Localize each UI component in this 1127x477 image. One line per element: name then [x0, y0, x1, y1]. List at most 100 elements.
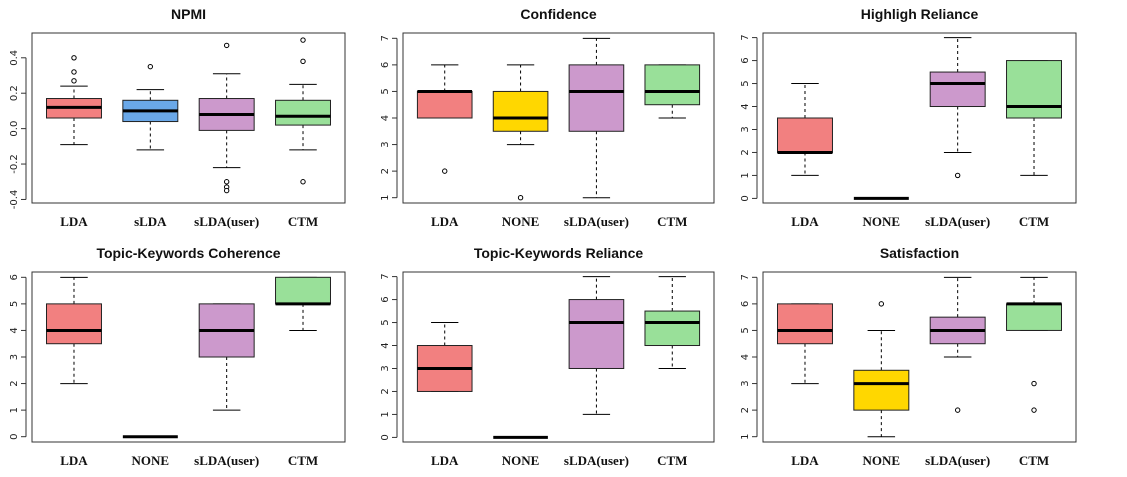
box-body: [644, 310, 701, 347]
outlier-point: [300, 58, 306, 65]
y-tick-label: 4: [740, 354, 751, 360]
box-body: [568, 64, 625, 132]
box-body: [46, 303, 102, 345]
y-tick-label: 4: [380, 342, 391, 348]
category-label: sLDA(user): [194, 453, 259, 468]
box-ctm: [1006, 276, 1062, 413]
box-body: [644, 64, 701, 106]
chart-title: Topic-Keywords Coherence: [96, 245, 280, 261]
plot-frame: [402, 271, 715, 443]
category-label: NONE: [502, 214, 540, 229]
y-tick-label: -0.4: [9, 190, 20, 210]
box-body: [568, 299, 625, 369]
box-none: [853, 301, 910, 438]
y-tick-label: 3: [380, 141, 391, 147]
y-tick-label: 6: [380, 296, 391, 302]
box-sldauser: [198, 42, 255, 194]
y-tick-label: 4: [9, 327, 20, 333]
box-sldauser: [198, 303, 255, 411]
box-body: [275, 99, 331, 126]
category-label: CTM: [657, 453, 687, 468]
y-tick-label: 0: [9, 434, 20, 440]
outlier-point: [223, 179, 230, 185]
chart-panel-1: NPMI -0.4 -0.2 0.0 0.2 0.4 LDA sLDA sLDA(user) CT…: [9, 6, 346, 229]
box-lda: [416, 322, 473, 392]
box-ctm: [275, 37, 331, 185]
box-ctm: [275, 276, 331, 331]
y-tick-label: 4: [740, 103, 751, 109]
category-label: NONE: [502, 453, 540, 468]
chart-panel-5: Topic-Keywords Reliance 0 1 2 3 4 5 6 7 LDA NONE sL…: [380, 245, 715, 468]
outlier-point: [954, 407, 961, 413]
box-body: [777, 117, 833, 153]
category-label: LDA: [791, 453, 819, 468]
plot-frame: [31, 32, 346, 204]
category-label: LDA: [60, 214, 88, 229]
outlier-point: [71, 55, 77, 61]
category-label: NONE: [863, 214, 901, 229]
y-tick-label: 3: [9, 354, 20, 360]
outlier-point: [71, 78, 77, 84]
box-body: [853, 369, 910, 411]
category-label: CTM: [288, 453, 318, 468]
category-label: sLDA(user): [194, 214, 259, 229]
plot-frame: [402, 32, 715, 204]
category-label: sLDA(user): [564, 453, 629, 468]
y-tick-label: 2: [740, 407, 751, 413]
y-tick-label: 1: [380, 195, 391, 201]
y-tick-label: 7: [740, 274, 751, 280]
y-tick-label: 2: [380, 388, 391, 394]
box-body: [929, 71, 986, 108]
box-slda: [122, 63, 179, 151]
y-tick-label: 5: [740, 80, 751, 86]
outlier-point: [442, 168, 448, 174]
box-body: [275, 276, 331, 305]
y-tick-label: 2: [9, 380, 20, 386]
outlier-point: [300, 37, 306, 43]
category-label: LDA: [431, 453, 459, 468]
panels-group: NPMI -0.4 -0.2 0.0 0.2 0.4 LDA sLDA sLDA(user) CT…: [9, 6, 1077, 468]
y-tick-label: 1: [9, 407, 20, 413]
category-label: CTM: [288, 214, 318, 229]
box-ctm: [644, 64, 701, 119]
outlier-point: [1031, 380, 1037, 387]
box-sldauser: [568, 276, 625, 415]
category-label: sLDA(user): [564, 214, 629, 229]
outlier-point: [1031, 407, 1037, 413]
box-ctm: [644, 276, 701, 369]
outlier-point: [223, 42, 230, 49]
plot-frame: [31, 271, 346, 443]
y-tick-label: 2: [380, 168, 391, 174]
box-body: [777, 303, 833, 345]
category-label: NONE: [863, 453, 901, 468]
y-tick-label: 5: [380, 319, 391, 325]
y-tick-label: 4: [380, 115, 391, 121]
box-ctm: [1006, 60, 1062, 176]
y-tick-label: 1: [740, 434, 751, 440]
chart-title: Confidence: [520, 6, 596, 22]
chart-title: Satisfaction: [880, 245, 959, 261]
outlier-point: [517, 194, 524, 201]
box-lda: [46, 276, 102, 385]
y-tick-label: 6: [380, 62, 391, 68]
chart-panel-4: Topic-Keywords Coherence 0 1 2 3 4 5 6 LDA NONE sL…: [9, 245, 346, 468]
box-sldauser: [929, 276, 986, 413]
category-label: NONE: [132, 453, 170, 468]
y-tick-label: 6: [740, 301, 751, 307]
y-tick-label: 6: [9, 274, 20, 280]
y-tick-label: 0: [380, 434, 391, 440]
box-body: [416, 90, 473, 119]
box-lda: [777, 303, 833, 385]
category-label: CTM: [1019, 453, 1049, 468]
category-label: sLDA(user): [925, 214, 990, 229]
y-tick-label: 3: [740, 380, 751, 386]
y-tick-label: 0.0: [9, 121, 20, 137]
box-lda: [46, 55, 102, 146]
y-tick-label: -0.2: [9, 154, 20, 174]
category-label: LDA: [431, 214, 459, 229]
y-tick-label: 7: [380, 273, 391, 279]
outlier-point: [878, 301, 885, 307]
chart-panel-3: Highligh Reliance 0 1 2 3 4 5 6 7 LDA NONE sLDA(use…: [740, 6, 1077, 229]
outlier-point: [71, 69, 77, 75]
